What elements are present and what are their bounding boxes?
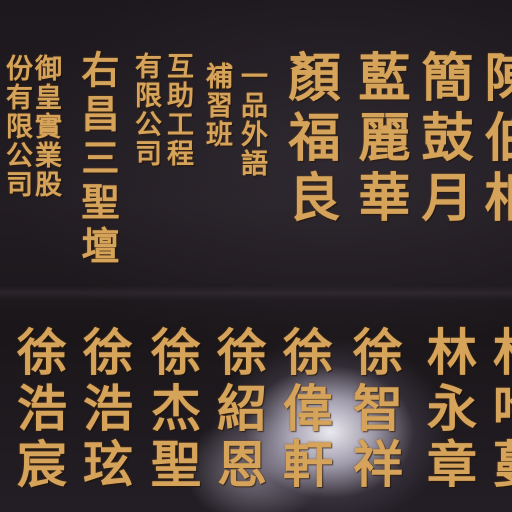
donor-name-lower-1: 林吟蔓 xyxy=(485,326,512,494)
donor-name-upper-4: 顏福良 xyxy=(279,50,340,230)
donor-name-upper-11: 份有限公司 xyxy=(1,54,32,199)
donor-name-lower-4: 徐偉軒 xyxy=(275,326,334,494)
donor-name-upper-8: 有限公司 xyxy=(130,52,161,168)
donor-name-upper-3: 藍麗華 xyxy=(349,50,410,230)
donor-name-lower-3: 徐智祥 xyxy=(345,326,404,494)
donor-name-lower-5: 徐紹恩 xyxy=(209,326,268,494)
donor-name-upper-10: 御皇實業股 xyxy=(30,54,61,199)
donor-name-lower-2: 林永章 xyxy=(419,326,478,494)
donor-name-upper-5: 一品外語 xyxy=(236,62,267,178)
donor-name-upper-9: 右昌三聖壇 xyxy=(75,50,120,270)
donor-name-lower-7: 徐浩玹 xyxy=(75,326,134,494)
donor-name-upper-6: 補習班 xyxy=(201,62,232,149)
plaque-row-divider xyxy=(0,286,512,300)
donor-name-lower-8: 徐浩宸 xyxy=(9,326,68,494)
donor-name-upper-2: 簡鼓月 xyxy=(412,50,473,230)
donor-name-lower-6: 徐杰聖 xyxy=(143,326,202,494)
donor-name-upper-1: 陳伯相 xyxy=(475,50,512,230)
donor-name-upper-7: 互助工程 xyxy=(162,52,193,168)
